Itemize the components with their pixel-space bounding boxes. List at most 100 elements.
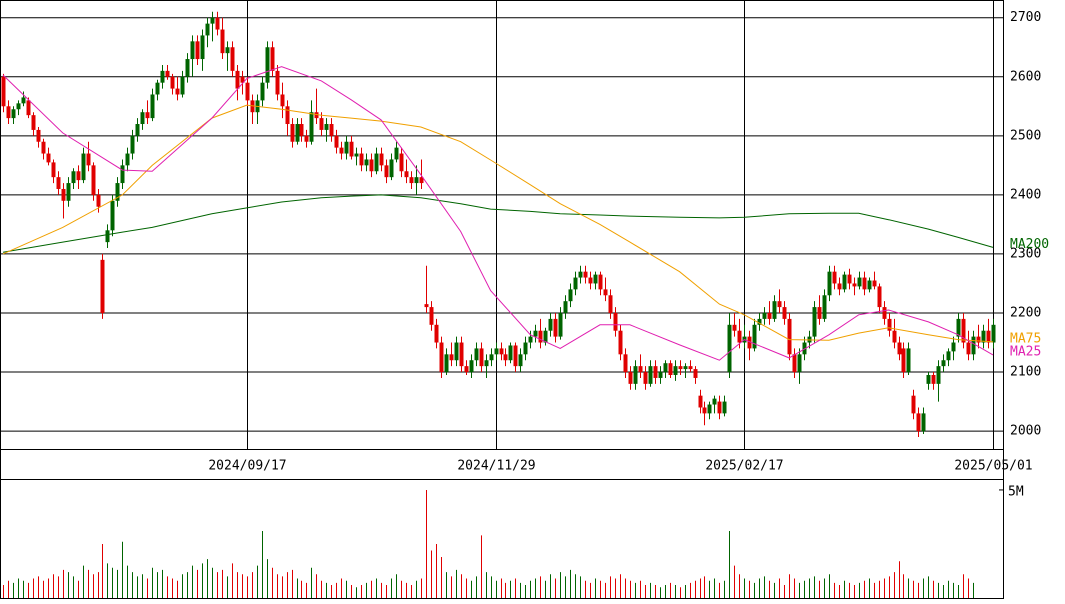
legend-label: MA75: [1010, 331, 1041, 346]
candle-body: [757, 318, 762, 325]
candle-body: [444, 354, 449, 373]
candle-body: [658, 372, 663, 378]
ma-line: [2, 104, 994, 343]
candle-body: [215, 17, 220, 30]
candle-body: [424, 304, 429, 308]
candle-body: [732, 324, 737, 331]
y-tick-label: 2600: [1010, 69, 1041, 84]
candle-body: [702, 407, 707, 414]
candle-body: [578, 271, 583, 278]
x-tick-label: 2025/05/01: [954, 459, 1032, 474]
candle-body: [528, 336, 533, 343]
candle-body: [160, 70, 165, 83]
y-tick-label: 2400: [1010, 187, 1041, 202]
candle-body: [752, 324, 757, 349]
candle-body: [41, 141, 46, 154]
candle-body: [21, 97, 26, 104]
candle-body: [295, 124, 300, 142]
candle-body: [36, 129, 41, 142]
candle-body: [598, 274, 603, 290]
candle-body: [618, 330, 623, 355]
candle-body: [349, 141, 354, 157]
candle-body: [628, 372, 633, 384]
candle-body: [26, 100, 31, 116]
candle-body: [329, 124, 334, 136]
candle-body: [762, 312, 767, 319]
candle-body: [882, 307, 887, 319]
candle-body: [304, 135, 309, 142]
candle-body: [210, 17, 215, 24]
candle-body: [46, 153, 51, 163]
candle-body: [812, 307, 817, 337]
candle-body: [991, 324, 996, 343]
candle-body: [817, 307, 822, 319]
candle-body: [31, 115, 36, 130]
candle-body: [523, 342, 528, 355]
candle-body: [822, 295, 827, 319]
y-tick-label: 2300: [1010, 246, 1041, 261]
candle-body: [479, 348, 484, 367]
candle-body: [946, 351, 951, 361]
candle-body: [707, 404, 712, 414]
candle-body: [832, 271, 837, 284]
candle-body: [916, 413, 921, 432]
candle-body: [140, 112, 145, 125]
candle-body: [867, 280, 872, 290]
candle-body: [394, 147, 399, 160]
candle-body: [459, 342, 464, 367]
candle-body: [712, 398, 717, 405]
candle-body: [235, 70, 240, 89]
candle-body: [722, 401, 727, 414]
candle-body: [494, 348, 499, 355]
candle-body: [135, 124, 140, 136]
candle-body: [901, 348, 906, 373]
candle-body: [100, 259, 105, 313]
candle-body: [125, 153, 130, 166]
candle-body: [115, 183, 120, 201]
candle-body: [290, 124, 295, 142]
candle-body: [245, 82, 250, 101]
x-tick-label: 2025/02/17: [705, 459, 783, 474]
candle-body: [454, 342, 459, 361]
candle-body: [145, 112, 150, 119]
candle-body: [852, 283, 857, 287]
candle-body: [877, 286, 882, 308]
candle-body: [717, 401, 722, 414]
candle-body: [309, 112, 314, 142]
candle-body: [548, 318, 553, 331]
candle-body: [11, 109, 16, 119]
candle-body: [389, 159, 394, 178]
ma-line: [2, 194, 994, 253]
candle-body: [220, 29, 225, 54]
y-tick-label: 5M: [1008, 484, 1024, 499]
candle-body: [61, 188, 66, 201]
candle-body: [71, 171, 76, 184]
candle-body: [439, 342, 444, 373]
candle-body: [573, 277, 578, 290]
candle-body: [464, 366, 469, 373]
candle-body: [399, 153, 404, 172]
candle-body: [668, 363, 673, 375]
candle-body: [603, 289, 608, 296]
candle-body: [543, 330, 548, 343]
candle-body: [533, 330, 538, 337]
candle-body: [384, 165, 389, 178]
candle-body: [792, 354, 797, 373]
candle-body: [344, 141, 349, 154]
candle-body: [772, 301, 777, 319]
candle-body: [190, 41, 195, 60]
candle-body: [653, 366, 658, 378]
candle-body: [633, 366, 638, 384]
candle-body: [429, 307, 434, 325]
candle-body: [797, 354, 802, 373]
candle-body: [339, 147, 344, 154]
candle-body: [941, 360, 946, 367]
y-tick-label: 2200: [1010, 305, 1041, 320]
candle-body: [503, 354, 508, 361]
candle-body: [698, 395, 703, 408]
candle-body: [747, 336, 752, 349]
candle-body: [663, 363, 668, 373]
x-tick-label: 2024/11/29: [457, 459, 535, 474]
candle-body: [299, 124, 304, 136]
